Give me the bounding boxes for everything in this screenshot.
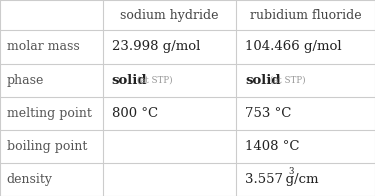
Text: 104.466 g/mol: 104.466 g/mol — [245, 40, 342, 54]
Bar — [236, 0, 375, 30]
Bar — [0, 97, 103, 130]
Bar — [236, 30, 375, 64]
Text: 800 °C: 800 °C — [112, 107, 158, 120]
Bar — [236, 97, 375, 130]
Bar — [0, 0, 103, 30]
Bar — [236, 163, 375, 196]
Bar — [0, 64, 103, 97]
Bar — [103, 130, 236, 163]
Bar — [103, 163, 236, 196]
Bar — [103, 64, 236, 97]
Text: 1408 °C: 1408 °C — [245, 140, 299, 153]
Bar — [236, 64, 375, 97]
Text: sodium hydride: sodium hydride — [120, 9, 219, 22]
Text: 3: 3 — [288, 168, 293, 176]
Text: molar mass: molar mass — [7, 40, 80, 54]
Bar — [0, 130, 103, 163]
Bar — [103, 30, 236, 64]
Text: (at STP): (at STP) — [137, 76, 173, 84]
Bar — [0, 163, 103, 196]
Text: melting point: melting point — [7, 107, 92, 120]
Bar — [103, 97, 236, 130]
Text: rubidium fluoride: rubidium fluoride — [250, 9, 362, 22]
Bar — [0, 30, 103, 64]
Text: density: density — [7, 173, 53, 186]
Text: (at STP): (at STP) — [270, 76, 306, 84]
Bar — [103, 0, 236, 30]
Bar — [236, 130, 375, 163]
Text: solid: solid — [245, 74, 280, 87]
Text: 753 °C: 753 °C — [245, 107, 291, 120]
Text: 23.998 g/mol: 23.998 g/mol — [112, 40, 200, 54]
Text: phase: phase — [7, 74, 44, 87]
Text: boiling point: boiling point — [7, 140, 87, 153]
Text: solid: solid — [112, 74, 147, 87]
Text: 3.557 g/cm: 3.557 g/cm — [245, 173, 318, 186]
